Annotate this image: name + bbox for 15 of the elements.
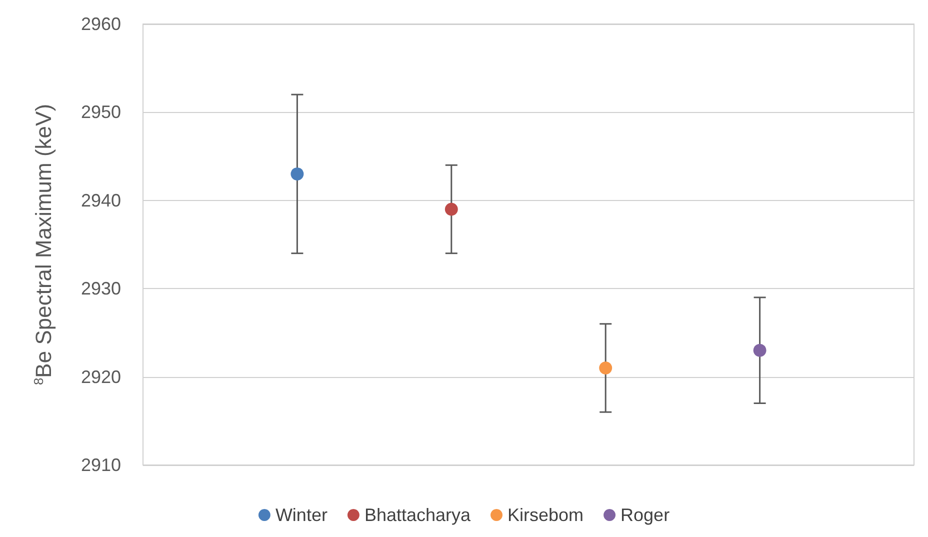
point — [290, 167, 304, 180]
legend-label: Roger — [620, 505, 670, 525]
point — [444, 202, 458, 216]
legend-label: Bhattacharya — [364, 505, 472, 525]
y-tick-label: 2920 — [80, 366, 121, 387]
y-tick-label: 2950 — [80, 102, 121, 122]
legend-label: Kirsebom — [508, 505, 584, 525]
point — [599, 361, 612, 374]
y-tick-label: 2960 — [80, 14, 121, 34]
y-tick-label: 2940 — [80, 190, 121, 210]
point — [753, 344, 766, 357]
legend-label: Winter — [275, 505, 328, 525]
y-axis-title: 8Be Spectral Maximum (keV) — [31, 104, 56, 386]
y-tick-label: 2930 — [80, 278, 121, 299]
y-tick-label: 2910 — [80, 455, 121, 475]
